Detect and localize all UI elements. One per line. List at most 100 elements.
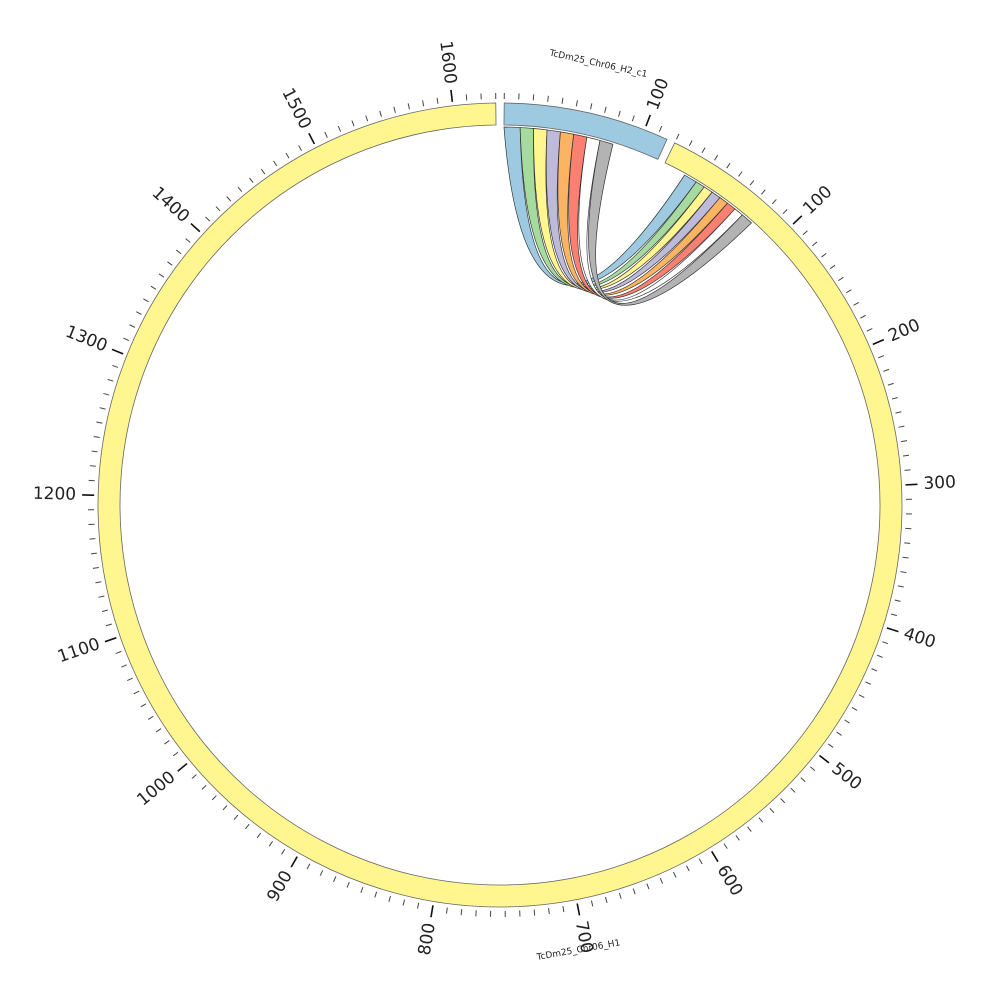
minor-tick — [167, 262, 172, 266]
minor-tick — [192, 775, 196, 779]
major-tick — [906, 484, 918, 485]
minor-tick — [891, 614, 897, 616]
minor-tick — [772, 199, 776, 203]
minor-tick — [759, 818, 763, 823]
minor-tick — [141, 704, 146, 707]
minor-tick — [699, 859, 702, 864]
tick-label: 100 — [643, 75, 673, 112]
minor-tick — [903, 455, 909, 456]
minor-tick — [238, 187, 242, 192]
minor-tick — [159, 274, 164, 277]
minor-tick — [903, 557, 909, 558]
minor-tick — [660, 878, 662, 884]
minor-tick — [748, 827, 752, 832]
major-tick — [887, 628, 898, 632]
minor-tick — [108, 379, 114, 381]
sector-label: TcDm25_Chr06_H2_c1 — [547, 48, 648, 80]
minor-tick — [576, 100, 577, 106]
minor-tick — [676, 134, 679, 139]
minor-tick — [100, 408, 106, 409]
tick-label: 500 — [828, 759, 866, 795]
minor-tick — [633, 889, 635, 895]
minor-tick — [904, 543, 910, 544]
minor-tick — [245, 824, 249, 829]
minor-tick — [103, 393, 109, 395]
minor-tick — [865, 682, 870, 685]
minor-tick — [202, 785, 206, 789]
minor-tick — [770, 808, 774, 812]
minor-tick — [724, 844, 727, 849]
minor-tick — [269, 841, 272, 846]
major-tick — [105, 638, 116, 642]
minor-tick — [216, 207, 220, 211]
minor-tick — [895, 412, 901, 413]
minor-tick — [156, 729, 161, 732]
minor-tick — [783, 209, 787, 213]
minor-tick — [173, 752, 178, 756]
minor-tick — [828, 744, 833, 748]
minor-tick — [619, 111, 621, 117]
minor-tick — [562, 98, 563, 104]
minor-tick — [437, 98, 438, 104]
minor-tick — [143, 299, 148, 302]
minor-tick — [134, 691, 139, 694]
minor-tick — [761, 190, 765, 195]
major-tick — [191, 224, 200, 232]
minor-tick — [96, 422, 102, 423]
minor-tick — [127, 678, 132, 681]
minor-tick — [659, 126, 661, 132]
minor-tick — [352, 121, 354, 127]
major-tick — [712, 851, 718, 861]
minor-tick — [803, 231, 807, 235]
tick-label: 1600 — [435, 40, 460, 85]
minor-tick — [714, 155, 717, 160]
major-tick — [873, 340, 884, 345]
tick-label: 1400 — [148, 183, 193, 227]
minor-tick — [286, 153, 289, 158]
minor-tick — [461, 909, 462, 915]
minor-tick — [223, 806, 227, 810]
minor-tick — [94, 437, 100, 438]
minor-tick — [176, 250, 181, 254]
minor-tick — [423, 100, 424, 106]
tick-label: 800 — [415, 922, 440, 957]
minor-tick — [632, 115, 634, 121]
minor-tick — [250, 178, 254, 183]
minor-tick — [325, 132, 328, 137]
minor-tick — [901, 441, 907, 442]
major-tick — [431, 905, 433, 917]
minor-tick — [619, 893, 621, 899]
minor-tick — [882, 642, 888, 644]
minor-tick — [736, 835, 739, 840]
minor-tick — [905, 470, 911, 471]
minor-tick — [408, 103, 409, 109]
minor-tick — [689, 141, 692, 146]
minor-tick — [821, 253, 826, 257]
tick-label: 600 — [713, 862, 747, 900]
minor-tick — [859, 695, 864, 698]
minor-tick — [605, 897, 607, 903]
minor-tick — [106, 624, 112, 626]
minor-tick — [123, 338, 128, 340]
minor-tick — [299, 146, 302, 151]
minor-tick — [112, 365, 118, 367]
tick-label: 200 — [885, 315, 923, 346]
minor-tick — [812, 242, 817, 246]
minor-tick — [867, 329, 872, 332]
minor-tick — [282, 849, 285, 854]
minor-tick — [878, 356, 884, 358]
minor-tick — [647, 884, 649, 890]
minor-tick — [394, 107, 396, 113]
tick-label: 1000 — [133, 767, 179, 810]
minor-tick — [257, 833, 261, 838]
minor-tick — [883, 369, 889, 371]
minor-tick — [888, 383, 894, 385]
minor-tick — [860, 315, 865, 318]
minor-tick — [686, 866, 689, 871]
minor-tick — [320, 870, 323, 875]
minor-tick — [95, 582, 101, 583]
minor-tick — [205, 217, 209, 221]
minor-tick — [898, 586, 904, 587]
minor-tick — [151, 286, 156, 289]
